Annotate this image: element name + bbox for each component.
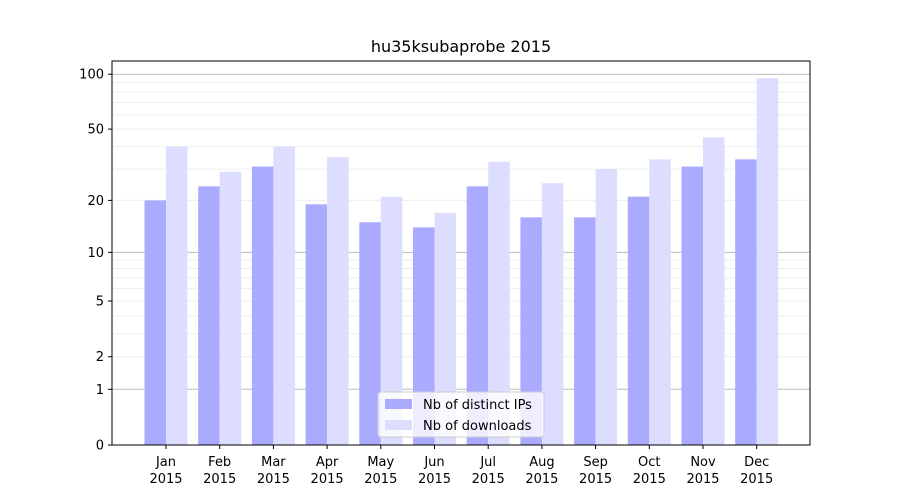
x-tick-label-line: 2015 bbox=[740, 472, 773, 487]
x-tick-label-line: 2015 bbox=[149, 472, 182, 487]
y-tick-label: 0 bbox=[96, 439, 104, 454]
x-tick-label: Oct 2015 bbox=[633, 455, 666, 487]
x-tick-label-line: 2015 bbox=[686, 472, 719, 487]
x-axis: Jan 2015 Feb 2015 Mar 2015 Apr 2015 May 2015 Jun 20… bbox=[149, 445, 773, 487]
legend-box bbox=[377, 391, 545, 438]
plot-frame bbox=[111, 60, 811, 446]
x-tick-label-line: 2015 bbox=[257, 472, 290, 487]
x-tick-label-line: 2015 bbox=[311, 472, 344, 487]
bar-distinct-ips bbox=[413, 227, 435, 445]
y-tick-label: 5 bbox=[96, 295, 104, 310]
bars bbox=[144, 78, 779, 446]
x-tick-label-line: Jul bbox=[479, 455, 496, 470]
x-tick-label: Jul 2015 bbox=[472, 455, 505, 487]
x-tick-label: Jan 2015 bbox=[149, 455, 182, 487]
bar-downloads bbox=[541, 183, 564, 446]
x-tick-label-line: 2015 bbox=[364, 472, 397, 487]
x-tick-label-line: Dec bbox=[744, 455, 769, 470]
bar-distinct-ips bbox=[681, 166, 703, 446]
bar-distinct-ips bbox=[198, 186, 220, 445]
bar-distinct-ips bbox=[305, 204, 328, 445]
bar-downloads bbox=[273, 146, 295, 445]
y-tick-label: 50 bbox=[87, 123, 104, 138]
y-tick-label: 2 bbox=[96, 350, 104, 365]
x-tick-label: Mar 2015 bbox=[257, 455, 290, 487]
x-tick-label-line: 2015 bbox=[472, 472, 505, 487]
x-tick-label: Jun 2015 bbox=[418, 455, 451, 487]
y-tick-label: 10 bbox=[87, 246, 104, 261]
y-tick-label: 1 bbox=[96, 383, 104, 398]
x-tick-label-line: Apr bbox=[316, 455, 339, 470]
x-tick-label-line: Aug bbox=[529, 455, 554, 470]
bar-distinct-ips bbox=[627, 196, 650, 445]
x-tick-label: Sep 2015 bbox=[579, 455, 612, 487]
bar-downloads bbox=[380, 196, 403, 445]
x-tick-label-line: Nov bbox=[690, 455, 716, 470]
x-tick-label: Dec 2015 bbox=[740, 455, 773, 487]
legend: Nb of distinct IPs Nb of downloads bbox=[377, 391, 545, 438]
bar-downloads bbox=[756, 78, 779, 446]
x-tick-label-line: May bbox=[367, 455, 394, 470]
x-tick-label: Aug 2015 bbox=[525, 455, 558, 487]
x-tick-label-line: Feb bbox=[208, 455, 231, 470]
bar-downloads bbox=[166, 146, 188, 445]
legend-swatch-ips bbox=[385, 399, 412, 409]
y-tick-label: 100 bbox=[79, 68, 104, 83]
x-tick-label: May 2015 bbox=[364, 455, 397, 487]
x-tick-label: Feb 2015 bbox=[203, 455, 236, 487]
x-tick-label-line: 2015 bbox=[579, 472, 612, 487]
bar-downloads bbox=[327, 157, 349, 445]
x-tick-label-line: 2015 bbox=[525, 472, 558, 487]
bar-distinct-ips bbox=[144, 200, 166, 445]
y-tick-label: 20 bbox=[87, 194, 104, 209]
x-tick-label: Nov 2015 bbox=[686, 455, 719, 487]
x-tick-label-line: 2015 bbox=[203, 472, 236, 487]
x-tick-label-line: Jan bbox=[155, 455, 176, 470]
legend-label-ips: Nb of distinct IPs bbox=[423, 398, 532, 413]
x-tick-label-line: Oct bbox=[638, 455, 660, 470]
bar-distinct-ips bbox=[735, 159, 757, 445]
x-tick-label-line: 2015 bbox=[633, 472, 666, 487]
bar-distinct-ips bbox=[520, 217, 542, 445]
bar-distinct-ips bbox=[359, 222, 381, 445]
bar-distinct-ips bbox=[574, 217, 596, 445]
legend-label-downloads: Nb of downloads bbox=[423, 419, 532, 434]
bar-downloads bbox=[649, 159, 671, 445]
bar-downloads bbox=[703, 137, 725, 445]
bar-downloads bbox=[434, 212, 456, 445]
y-axis: 0 1 2 5 10 20 50 100 bbox=[79, 68, 112, 454]
bar-downloads bbox=[595, 169, 618, 445]
bar-distinct-ips bbox=[466, 186, 489, 445]
x-tick-label-line: Mar bbox=[261, 455, 286, 470]
chart-title: hu35ksubaprobe 2015 bbox=[371, 37, 551, 56]
bar-downloads bbox=[219, 171, 242, 445]
x-tick-label-line: Jun bbox=[423, 455, 444, 470]
bar-downloads bbox=[488, 161, 510, 446]
x-tick-label-line: Sep bbox=[583, 455, 608, 470]
x-tick-label: Apr 2015 bbox=[311, 455, 344, 487]
bar-distinct-ips bbox=[251, 166, 274, 446]
legend-swatch-downloads bbox=[385, 420, 412, 430]
x-tick-label-line: 2015 bbox=[418, 472, 451, 487]
